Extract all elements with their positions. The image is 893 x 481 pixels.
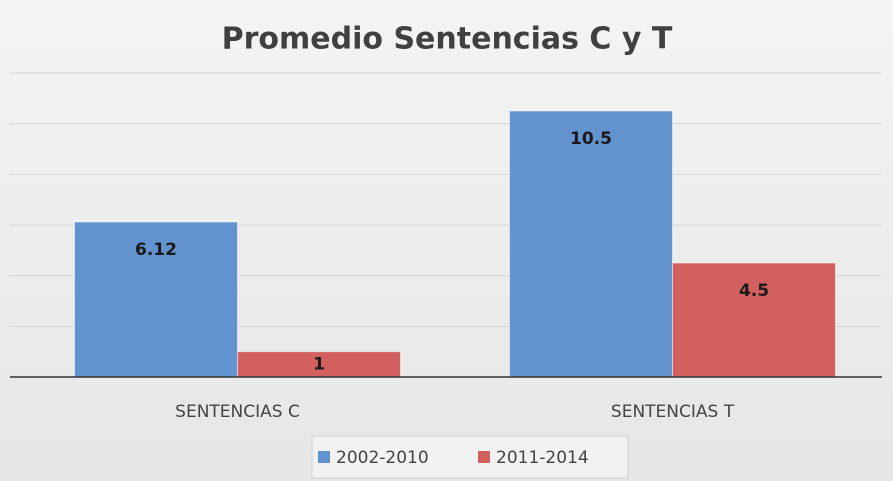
legend-swatch (478, 451, 490, 463)
x-tick-label: SENTENCIAS C (175, 402, 300, 422)
data-label: 6.12 (135, 240, 177, 260)
bar (74, 221, 238, 378)
x-tick-label: SENTENCIAS T (611, 402, 735, 422)
data-label: 10.5 (570, 129, 612, 149)
legend-label: 2002-2010 (336, 448, 429, 468)
legend-swatch (318, 451, 330, 463)
chart-title: Promedio Sentencias C y T (222, 22, 673, 57)
data-label: 1 (313, 354, 325, 374)
legend-label: 2011-2014 (496, 448, 589, 468)
bar (509, 110, 673, 378)
legend-box (311, 435, 629, 479)
data-label: 4.5 (739, 281, 769, 301)
bar (672, 262, 836, 378)
